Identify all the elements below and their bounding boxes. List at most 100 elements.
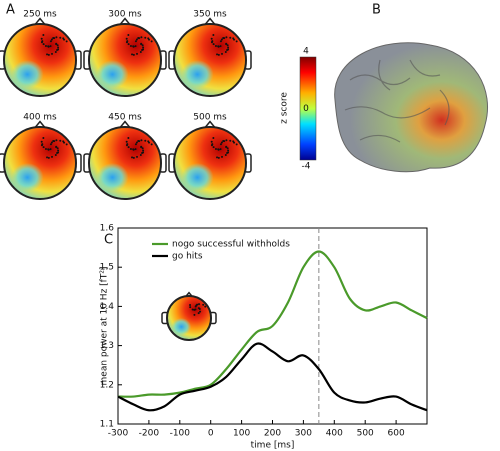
sensor-dot [44,147,47,150]
sensor-dot [226,152,229,155]
sensor-dot [63,38,66,41]
sensor-dot [127,136,130,139]
sensor-dot [233,141,236,144]
sensor-dot [219,148,222,151]
sensor-dot [148,141,151,144]
sensor-dot [49,143,52,146]
sensor-dot [141,49,144,52]
legend-label: nogo successful withholds [172,240,290,250]
sensor-dot [129,44,132,47]
sensor-dot [55,43,58,46]
head-nose [34,120,46,129]
sensor-dot [132,45,135,48]
sensor-dot [65,40,68,43]
sensor-dot [198,308,201,311]
head-blob [96,163,129,192]
sensor-dot [50,141,53,144]
sensor-dot [221,155,224,158]
sensor-dot [40,140,43,143]
sensor-dot [199,310,202,313]
sensor-dot [131,156,134,159]
x-tick-label: 300 [295,429,312,439]
sensor-dot [212,146,215,149]
colorbar-tick-label: -4 [302,162,311,172]
head-outline [3,126,77,200]
x-tick-label: 0 [208,429,214,439]
sensor-dot [127,33,130,36]
topomap [168,17,252,97]
sensor-dot [217,53,220,56]
sensor-dot [54,51,57,54]
sensor-dot [235,40,238,43]
sensor-dot [47,148,50,151]
sensor-dot [141,147,144,150]
topomap [83,17,167,97]
y-tick-label: 1.4 [100,302,115,312]
colorbar-scale [299,56,317,161]
sensor-dot [193,313,196,316]
sensor-dot [194,308,197,311]
sensor-dot [136,155,139,158]
colorbar: z score [280,56,317,161]
sensor-dot [210,37,213,40]
sensor-dot [54,154,57,157]
sensor-dot [212,43,215,46]
sensor-dot [144,36,147,39]
y-tick-label: 1.3 [100,341,114,351]
sensor-dot [191,308,194,311]
sensor-dot [217,45,220,48]
colorbar-tick-label: 4 [303,47,309,57]
colorbar-tick-label: 0 [303,104,309,114]
sensor-dot [126,143,129,146]
sensor-dot [217,148,220,151]
head-blob [11,60,44,89]
sensor-dot [212,33,215,36]
head-outline [173,126,247,200]
sensor-dot [225,43,228,46]
sensor-dot [189,306,192,309]
brain [334,42,489,173]
sensor-dot [41,40,44,43]
panel-label: B [372,3,381,18]
sensor-dot [57,149,60,152]
sensor-dot [219,40,222,43]
sensor-dot [46,156,49,159]
topomap [168,120,252,200]
sensor-dot [142,149,145,152]
head-outline [166,295,212,341]
sensor-dot [56,49,59,52]
head-outline [173,23,247,97]
sensor-dot [211,40,214,43]
sensor-dot [51,155,54,158]
head-nose [204,120,216,129]
y-tick-label: 1.2 [100,380,114,390]
topomap [0,17,82,97]
sensor-dot [142,46,145,49]
head-nose [119,120,131,129]
sensor-dot [226,49,229,52]
topomap-time: 400 ms [23,113,57,123]
sensor-dot [150,40,153,43]
sensor-dot [227,149,230,152]
sensor-dot [229,36,232,39]
sensor-dot [204,305,207,308]
y-tick-label: 1.5 [100,263,114,273]
topomap [83,120,167,200]
head-outline [3,23,77,97]
sensor-dot [226,147,229,150]
x-tick-label: 600 [388,429,405,439]
x-tick-label: -200 [139,429,160,439]
sensor-dot [214,44,217,47]
sensor-dot [138,140,141,143]
sensor-dot [139,51,142,54]
sensor-dot [202,303,205,306]
sensor-dot [198,303,201,306]
sensor-dot [226,44,229,47]
sensor-dot [219,143,222,146]
head-blob [181,163,214,192]
sensor-dot [56,152,59,155]
sensor-dot [140,146,143,149]
sensor-dot [49,45,52,48]
topomap [0,120,82,200]
sensor-dot [135,141,138,144]
